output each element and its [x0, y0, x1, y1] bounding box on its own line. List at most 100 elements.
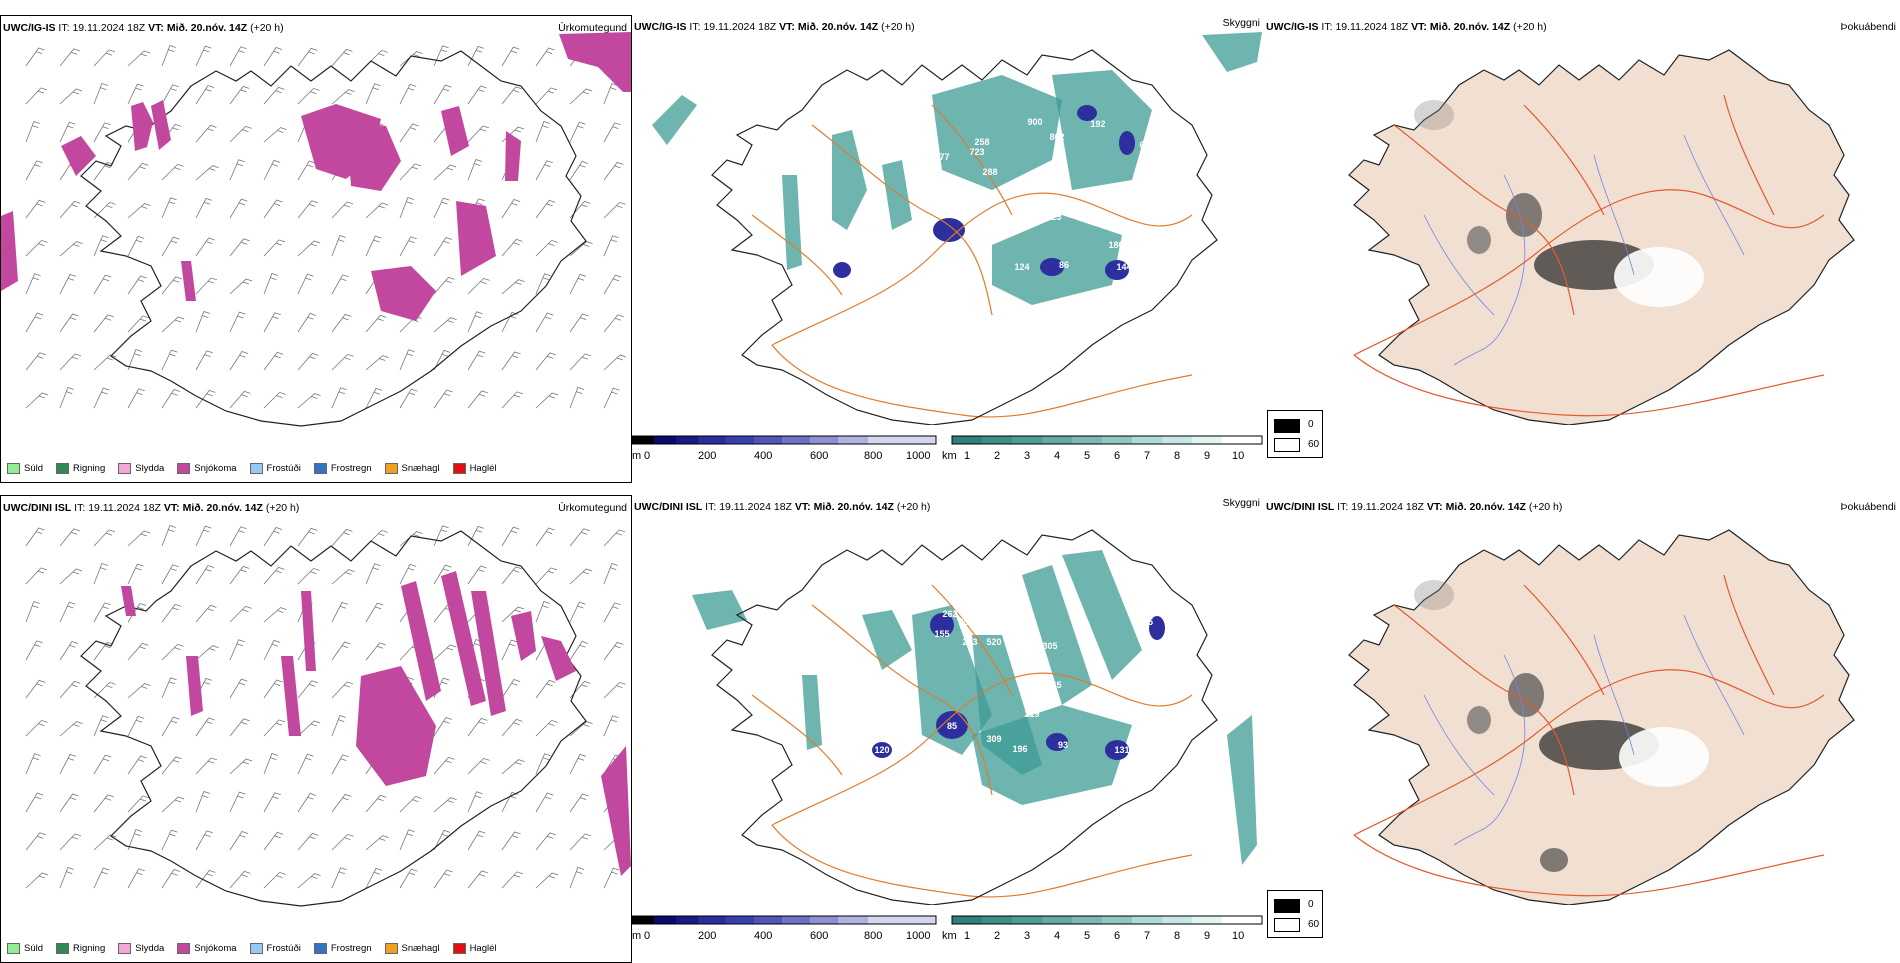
wind-barb — [161, 84, 179, 105]
wind-barb — [569, 241, 593, 257]
wind-barb — [93, 715, 109, 737]
wind-barb — [331, 793, 352, 813]
wind-barb — [229, 526, 247, 547]
wind-barb — [433, 717, 453, 737]
visibility-tick: 3 — [1024, 930, 1031, 942]
wind-barb — [365, 529, 388, 547]
wind-barb — [161, 197, 177, 219]
fog-tick: 0 — [1308, 899, 1314, 910]
legend-swatch-sleet — [118, 463, 132, 474]
wind-barb — [433, 317, 457, 333]
wind-barb — [25, 753, 41, 775]
legend-item: Slydda — [118, 943, 164, 954]
panel-type-title: Þokuábendi — [1840, 21, 1896, 33]
wind-barb — [229, 758, 253, 775]
visibility-tick: 5 — [1084, 930, 1091, 942]
wind-barb — [59, 793, 79, 813]
wind-barb — [127, 755, 147, 775]
wind-barb — [399, 563, 417, 585]
iceland-land — [1348, 49, 1855, 425]
wind-barb — [501, 871, 524, 889]
legend-swatch-rain — [56, 943, 70, 954]
wind-barb — [127, 828, 143, 851]
cloud-base-label: 309 — [986, 734, 1001, 744]
wind-barb — [331, 641, 351, 661]
wind-barb — [195, 389, 216, 409]
visibility-tick: 4 — [1054, 930, 1061, 942]
legend-item: Snjókoma — [177, 463, 237, 474]
height-colorbar — [632, 435, 937, 445]
cloud-base-label: 131 — [1114, 745, 1129, 755]
visibility-tick: 3 — [1024, 450, 1031, 462]
panel-type-title: Úrkomutegund — [558, 502, 627, 514]
panel-type-title: Skyggni — [1222, 497, 1260, 509]
wind-barb — [25, 719, 48, 737]
fog-swatch-0 — [1274, 899, 1300, 913]
wind-barb — [59, 528, 80, 547]
wind-barb — [93, 274, 112, 295]
wind-barb — [569, 753, 587, 775]
wind-barb — [127, 715, 145, 737]
wind-barb — [467, 277, 490, 295]
wind-barb — [161, 316, 185, 333]
legend-item: Frostúði — [249, 943, 301, 954]
height-tick: 200 — [698, 450, 717, 462]
wind-barb — [535, 273, 551, 295]
wind-barb — [59, 386, 75, 409]
legend-swatch-freezing-rain — [313, 943, 327, 954]
wind-barb — [569, 601, 586, 623]
wind-barb — [297, 240, 321, 257]
legend-swatch-hail — [452, 943, 466, 954]
wind-barb — [195, 124, 217, 143]
fog-tick: 0 — [1308, 419, 1314, 430]
cloud-base-label: 723 — [969, 147, 984, 157]
wind-barb — [161, 796, 185, 813]
legend-swatch-sudd — [7, 463, 20, 474]
wind-barb — [297, 160, 316, 181]
wind-barb — [399, 388, 418, 409]
wind-barb — [161, 564, 179, 585]
wind-barb — [535, 600, 551, 623]
fog-tick: 60 — [1308, 919, 1320, 930]
fog-swatch-60 — [1274, 438, 1300, 452]
cloud-base-label: 219 — [1024, 709, 1039, 719]
wind-barb — [263, 792, 281, 813]
wind-barb — [331, 833, 354, 851]
wind-barb — [501, 606, 525, 623]
wind-barb — [365, 235, 382, 257]
wind-barb — [195, 645, 219, 661]
visibility-tick: 10 — [1232, 450, 1245, 462]
wind-barb — [161, 869, 181, 889]
visibility-tick: 7 — [1144, 450, 1151, 462]
visibility-tick: 1 — [964, 930, 971, 942]
cloud-base-label: 196 — [1012, 744, 1027, 754]
wind-barb — [501, 718, 523, 737]
wind-barb — [263, 47, 283, 67]
height-tick: 200 — [698, 930, 717, 942]
wind-barb — [127, 50, 151, 67]
wind-barb — [331, 313, 352, 333]
wind-barb — [569, 353, 592, 371]
wind-barb — [467, 830, 486, 851]
cloud-base-label: 434 — [1042, 169, 1057, 179]
wind-barb — [127, 795, 150, 813]
cloud-base-label: 192 — [1090, 119, 1105, 129]
wind-barb — [603, 122, 621, 143]
visibility-panel-bottom: UWC/DINI ISL IT: 19.11.2024 18Z VT: Mið.… — [632, 495, 1264, 963]
cloud-base-label: 305 — [1042, 641, 1057, 651]
iceland-coastline — [711, 49, 1218, 425]
cloud-base-labels: 258 377 723 288 900 862 192 662 434 123 … — [802, 117, 1154, 294]
wind-barb — [467, 390, 488, 409]
wind-barb — [59, 353, 82, 371]
panel-header: UWC/DINI ISL IT: 19.11.2024 18Z VT: Mið.… — [3, 502, 300, 514]
wind-barb — [331, 234, 347, 257]
wind-barb — [399, 236, 417, 257]
panel-header: UWC/IG-IS IT: 19.11.2024 18Z VT: Mið. 20… — [1266, 21, 1547, 33]
wind-barb — [25, 87, 48, 105]
precip-map — [1, 32, 631, 427]
wind-barb — [195, 604, 217, 623]
wind-barb — [399, 795, 422, 813]
fog-areas — [1414, 100, 1704, 307]
visibility-unit: km — [942, 930, 957, 942]
height-tick: 600 — [810, 930, 829, 942]
